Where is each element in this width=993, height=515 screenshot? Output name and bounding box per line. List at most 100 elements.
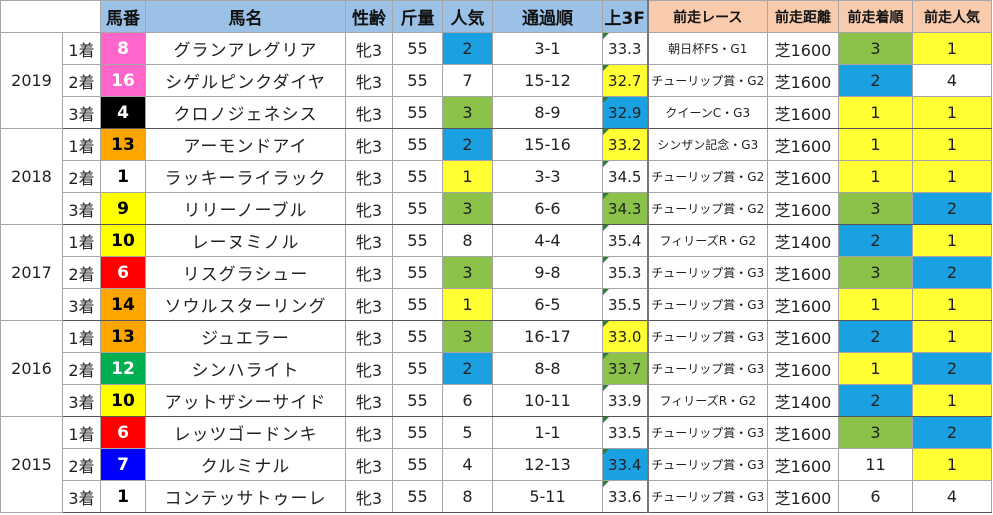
last-3f: 33.5	[602, 416, 649, 449]
table-row: 2016 1着 13 ジュエラー 牝3 55 3 16-17 33.0 チューリップ賞・G3 芝16…	[0, 320, 992, 417]
table-row: 2018 1着 13 アーモンドアイ 牝3 55 2 15-16 33.2 シンザン記念・G3 芝1…	[0, 128, 992, 225]
cell-marker-icon	[603, 481, 609, 487]
prev-race: チューリップ賞・G3	[647, 256, 768, 289]
cell-marker-icon	[603, 225, 609, 231]
passing-order: 3-3	[492, 160, 603, 193]
sex-age: 牝3	[345, 320, 393, 353]
last-3f-value: 33.2	[608, 135, 642, 154]
prev-popularity: 1	[912, 32, 992, 65]
prev-race: シンザン記念・G3	[647, 128, 768, 161]
popularity: 3	[442, 256, 493, 289]
passing-order: 12-13	[492, 448, 603, 481]
header-weight: 斤量	[392, 0, 443, 33]
last-3f-value: 34.3	[608, 199, 642, 218]
place-cell: 2着	[62, 256, 101, 289]
prev-finish: 1	[838, 288, 913, 321]
prev-race: チューリップ賞・G2	[647, 160, 768, 193]
year-cell: 2018	[0, 128, 63, 225]
weight: 55	[392, 384, 443, 417]
prev-distance: 芝1600	[767, 192, 839, 225]
prev-finish: 1	[838, 128, 913, 161]
popularity: 2	[442, 352, 493, 385]
popularity: 8	[442, 480, 493, 513]
horse-name: シンハライト	[145, 352, 346, 385]
sex-age: 牝3	[345, 480, 393, 513]
table-row: 2着 12 シンハライト 牝3 55 2 8-8 33.7 チューリップ賞・G3 芝1600 1 2	[1, 352, 992, 385]
last-3f-value: 35.4	[608, 231, 642, 250]
horse-name: レッツゴードンキ	[145, 416, 346, 449]
prev-finish: 3	[838, 32, 913, 65]
sex-age: 牝3	[345, 448, 393, 481]
prev-distance: 芝1600	[767, 288, 839, 321]
weight: 55	[392, 160, 443, 193]
place-cell: 2着	[62, 160, 101, 193]
year-cell: 2015	[0, 416, 63, 513]
prev-race: チューリップ賞・G3	[647, 416, 768, 449]
last-3f: 32.9	[602, 96, 649, 129]
year-cell: 2016	[0, 320, 63, 417]
popularity: 3	[442, 192, 493, 225]
horse-number: 6	[100, 256, 146, 289]
popularity: 2	[442, 32, 493, 65]
horse-name: リリーノーブル	[145, 192, 346, 225]
horse-name: アットザシーサイド	[145, 384, 346, 417]
place-cell: 3着	[62, 480, 101, 513]
weight: 55	[392, 32, 443, 65]
place-cell: 3着	[62, 288, 101, 321]
prev-race: チューリップ賞・G3	[647, 320, 768, 353]
prev-popularity: 2	[912, 256, 992, 289]
place-cell: 1着	[62, 32, 101, 65]
passing-order: 8-9	[492, 96, 603, 129]
header-prev-finish: 前走着順	[838, 0, 913, 33]
last-3f-value: 33.7	[608, 359, 642, 378]
table-row: 3着 10 アットザシーサイド 牝3 55 6 10-11 33.9 フィリーズR・G2 芝140…	[1, 384, 992, 417]
popularity: 3	[442, 96, 493, 129]
last-3f: 35.4	[602, 224, 649, 257]
horse-number: 16	[100, 64, 146, 97]
last-3f: 34.3	[602, 192, 649, 225]
last-3f-value: 32.9	[608, 103, 642, 122]
last-3f-value: 33.3	[608, 39, 642, 58]
last-3f-value: 33.6	[608, 487, 642, 506]
last-3f: 33.3	[602, 32, 649, 65]
last-3f: 35.5	[602, 288, 649, 321]
weight: 55	[392, 320, 443, 353]
popularity: 7	[442, 64, 493, 97]
prev-race: チューリップ賞・G3	[647, 352, 768, 385]
place-cell: 2着	[62, 448, 101, 481]
prev-distance: 芝1600	[767, 32, 839, 65]
horse-number: 14	[100, 288, 146, 321]
header-row: 馬番 馬名 性齢 斤量 人気 通過順 上3F 前走レース 前走距離 前走着順 前…	[0, 0, 992, 33]
passing-order: 3-1	[492, 32, 603, 65]
horse-number: 9	[100, 192, 146, 225]
weight: 55	[392, 352, 443, 385]
table-row: 2着 16 シゲルピンクダイヤ 牝3 55 7 15-12 32.7 チューリップ賞・G2 芝16…	[1, 64, 992, 97]
header-prev-race: 前走レース	[647, 0, 768, 33]
table-body: 2019 1着 8 グランアレグリア 牝3 55 2 3-1 33.3 朝日杯FS・G1 芝1600…	[0, 32, 992, 513]
weight: 55	[392, 448, 443, 481]
passing-order: 6-5	[492, 288, 603, 321]
cell-marker-icon	[603, 129, 609, 135]
cell-marker-icon	[603, 289, 609, 295]
year-cell: 2017	[0, 224, 63, 321]
prev-finish: 2	[838, 384, 913, 417]
last-3f-value: 32.7	[608, 71, 642, 90]
prev-popularity: 1	[912, 448, 992, 481]
sex-age: 牝3	[345, 160, 393, 193]
popularity: 2	[442, 128, 493, 161]
cell-marker-icon	[603, 417, 609, 423]
last-3f-value: 33.5	[608, 423, 642, 442]
passing-order: 10-11	[492, 384, 603, 417]
weight: 55	[392, 416, 443, 449]
table-row: 3着 9 リリーノーブル 牝3 55 3 6-6 34.3 チューリップ賞・G2 芝1600 3 2	[1, 192, 992, 225]
sex-age: 牝3	[345, 416, 393, 449]
cell-marker-icon	[603, 97, 609, 103]
weight: 55	[392, 96, 443, 129]
cell-marker-icon	[603, 65, 609, 71]
prev-distance: 芝1400	[767, 224, 839, 257]
passing-order: 16-17	[492, 320, 603, 353]
year-cell: 2019	[0, 32, 63, 129]
passing-order: 6-6	[492, 192, 603, 225]
last-3f-value: 33.4	[608, 455, 642, 474]
